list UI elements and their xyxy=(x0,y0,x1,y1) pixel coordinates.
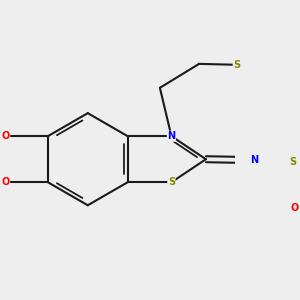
Text: O: O xyxy=(2,131,10,141)
Text: S: S xyxy=(168,177,175,187)
Text: N: N xyxy=(250,155,258,165)
Text: S: S xyxy=(289,158,296,167)
Text: N: N xyxy=(167,131,175,141)
Text: O: O xyxy=(2,177,10,187)
Text: S: S xyxy=(233,60,240,70)
Text: O: O xyxy=(290,203,298,214)
